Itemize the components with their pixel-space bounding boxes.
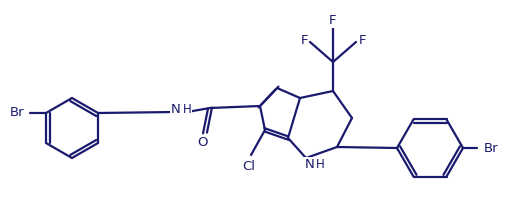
Text: Br: Br: [484, 141, 498, 155]
Text: O: O: [198, 136, 208, 148]
Text: N: N: [171, 104, 181, 116]
Text: F: F: [300, 34, 307, 46]
Text: N: N: [305, 157, 315, 170]
Text: H: H: [183, 104, 192, 116]
Text: F: F: [358, 34, 366, 46]
Text: H: H: [315, 157, 325, 170]
Text: F: F: [329, 15, 337, 27]
Text: Cl: Cl: [243, 160, 255, 174]
Text: Br: Br: [10, 107, 24, 119]
